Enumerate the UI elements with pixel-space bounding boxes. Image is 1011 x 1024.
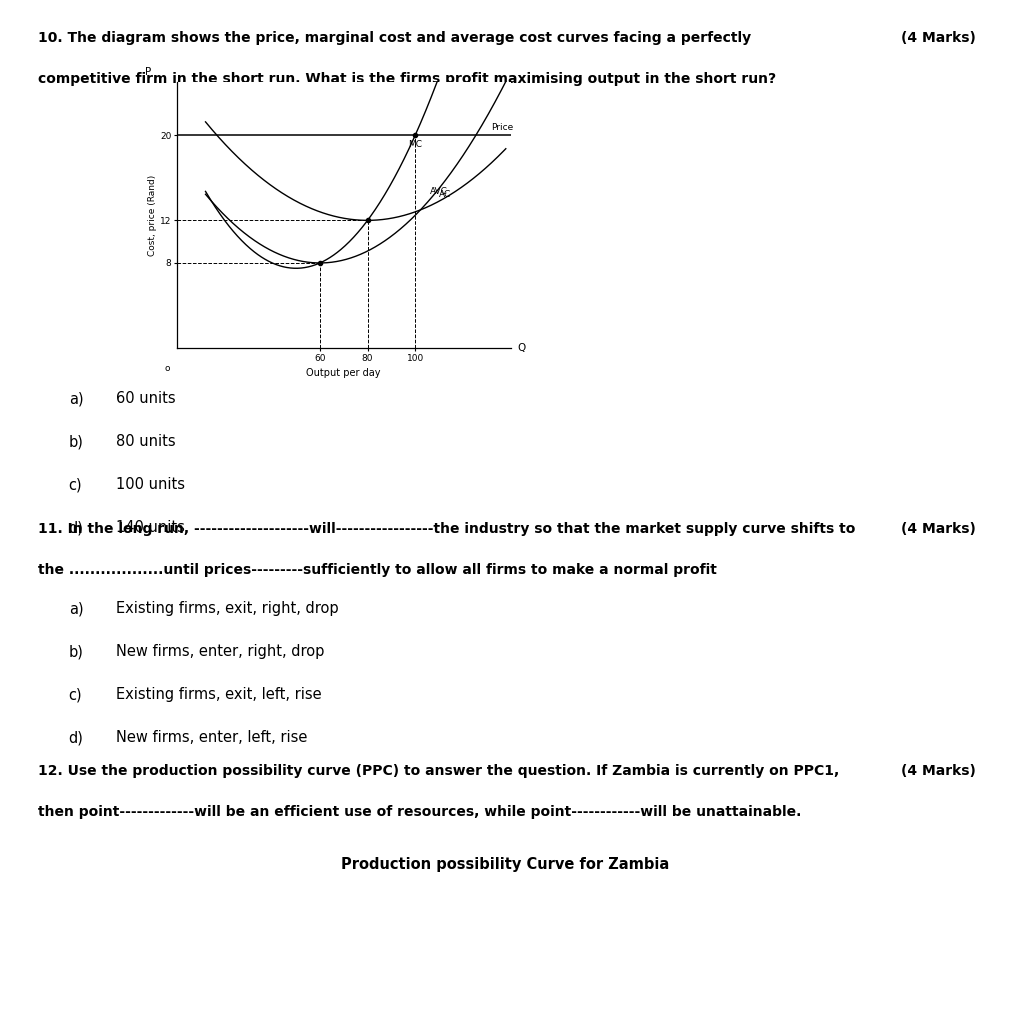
Text: 11. In the long run, --------------------will-----------------the industry so th: 11. In the long run, -------------------… — [38, 522, 855, 537]
Text: 60 units: 60 units — [116, 391, 176, 407]
Text: b): b) — [69, 434, 84, 450]
Text: a): a) — [69, 601, 83, 616]
Text: 12. Use the production possibility curve (PPC) to answer the question. If Zambia: 12. Use the production possibility curve… — [38, 764, 840, 778]
Text: Existing firms, exit, right, drop: Existing firms, exit, right, drop — [116, 601, 339, 616]
Text: 100 units: 100 units — [116, 477, 185, 493]
Text: 80 units: 80 units — [116, 434, 176, 450]
Text: (4 Marks): (4 Marks) — [901, 764, 976, 778]
Text: New firms, enter, left, rise: New firms, enter, left, rise — [116, 730, 307, 745]
Text: (4 Marks): (4 Marks) — [901, 522, 976, 537]
X-axis label: Output per day: Output per day — [306, 369, 381, 378]
Text: o: o — [165, 365, 170, 373]
Text: Q: Q — [518, 343, 526, 353]
Text: c): c) — [69, 687, 82, 702]
Text: AC: AC — [439, 190, 451, 199]
Text: New firms, enter, right, drop: New firms, enter, right, drop — [116, 644, 325, 659]
Y-axis label: Cost, price (Rand): Cost, price (Rand) — [149, 174, 158, 256]
Text: d): d) — [69, 730, 84, 745]
Text: c): c) — [69, 477, 82, 493]
Text: a): a) — [69, 391, 83, 407]
Text: AVC: AVC — [430, 186, 448, 196]
Text: P: P — [146, 67, 152, 77]
Text: (4 Marks): (4 Marks) — [901, 31, 976, 45]
Text: Existing firms, exit, left, rise: Existing firms, exit, left, rise — [116, 687, 321, 702]
Text: the ..................until prices---------sufficiently to allow all firms to ma: the ..................until prices------… — [38, 563, 717, 578]
Text: Production possibility Curve for Zambia: Production possibility Curve for Zambia — [342, 857, 669, 872]
Text: MC: MC — [408, 139, 422, 148]
Text: Price: Price — [491, 123, 514, 132]
Text: 10. The diagram shows the price, marginal cost and average cost curves facing a : 10. The diagram shows the price, margina… — [38, 31, 751, 45]
Text: d): d) — [69, 520, 84, 536]
Text: then point-------------will be an efficient use of resources, while point-------: then point-------------will be an effici… — [38, 805, 802, 819]
Text: competitive firm in the short run. What is the firms profit maximising output in: competitive firm in the short run. What … — [38, 72, 776, 86]
Text: 140 units: 140 units — [116, 520, 185, 536]
Text: b): b) — [69, 644, 84, 659]
